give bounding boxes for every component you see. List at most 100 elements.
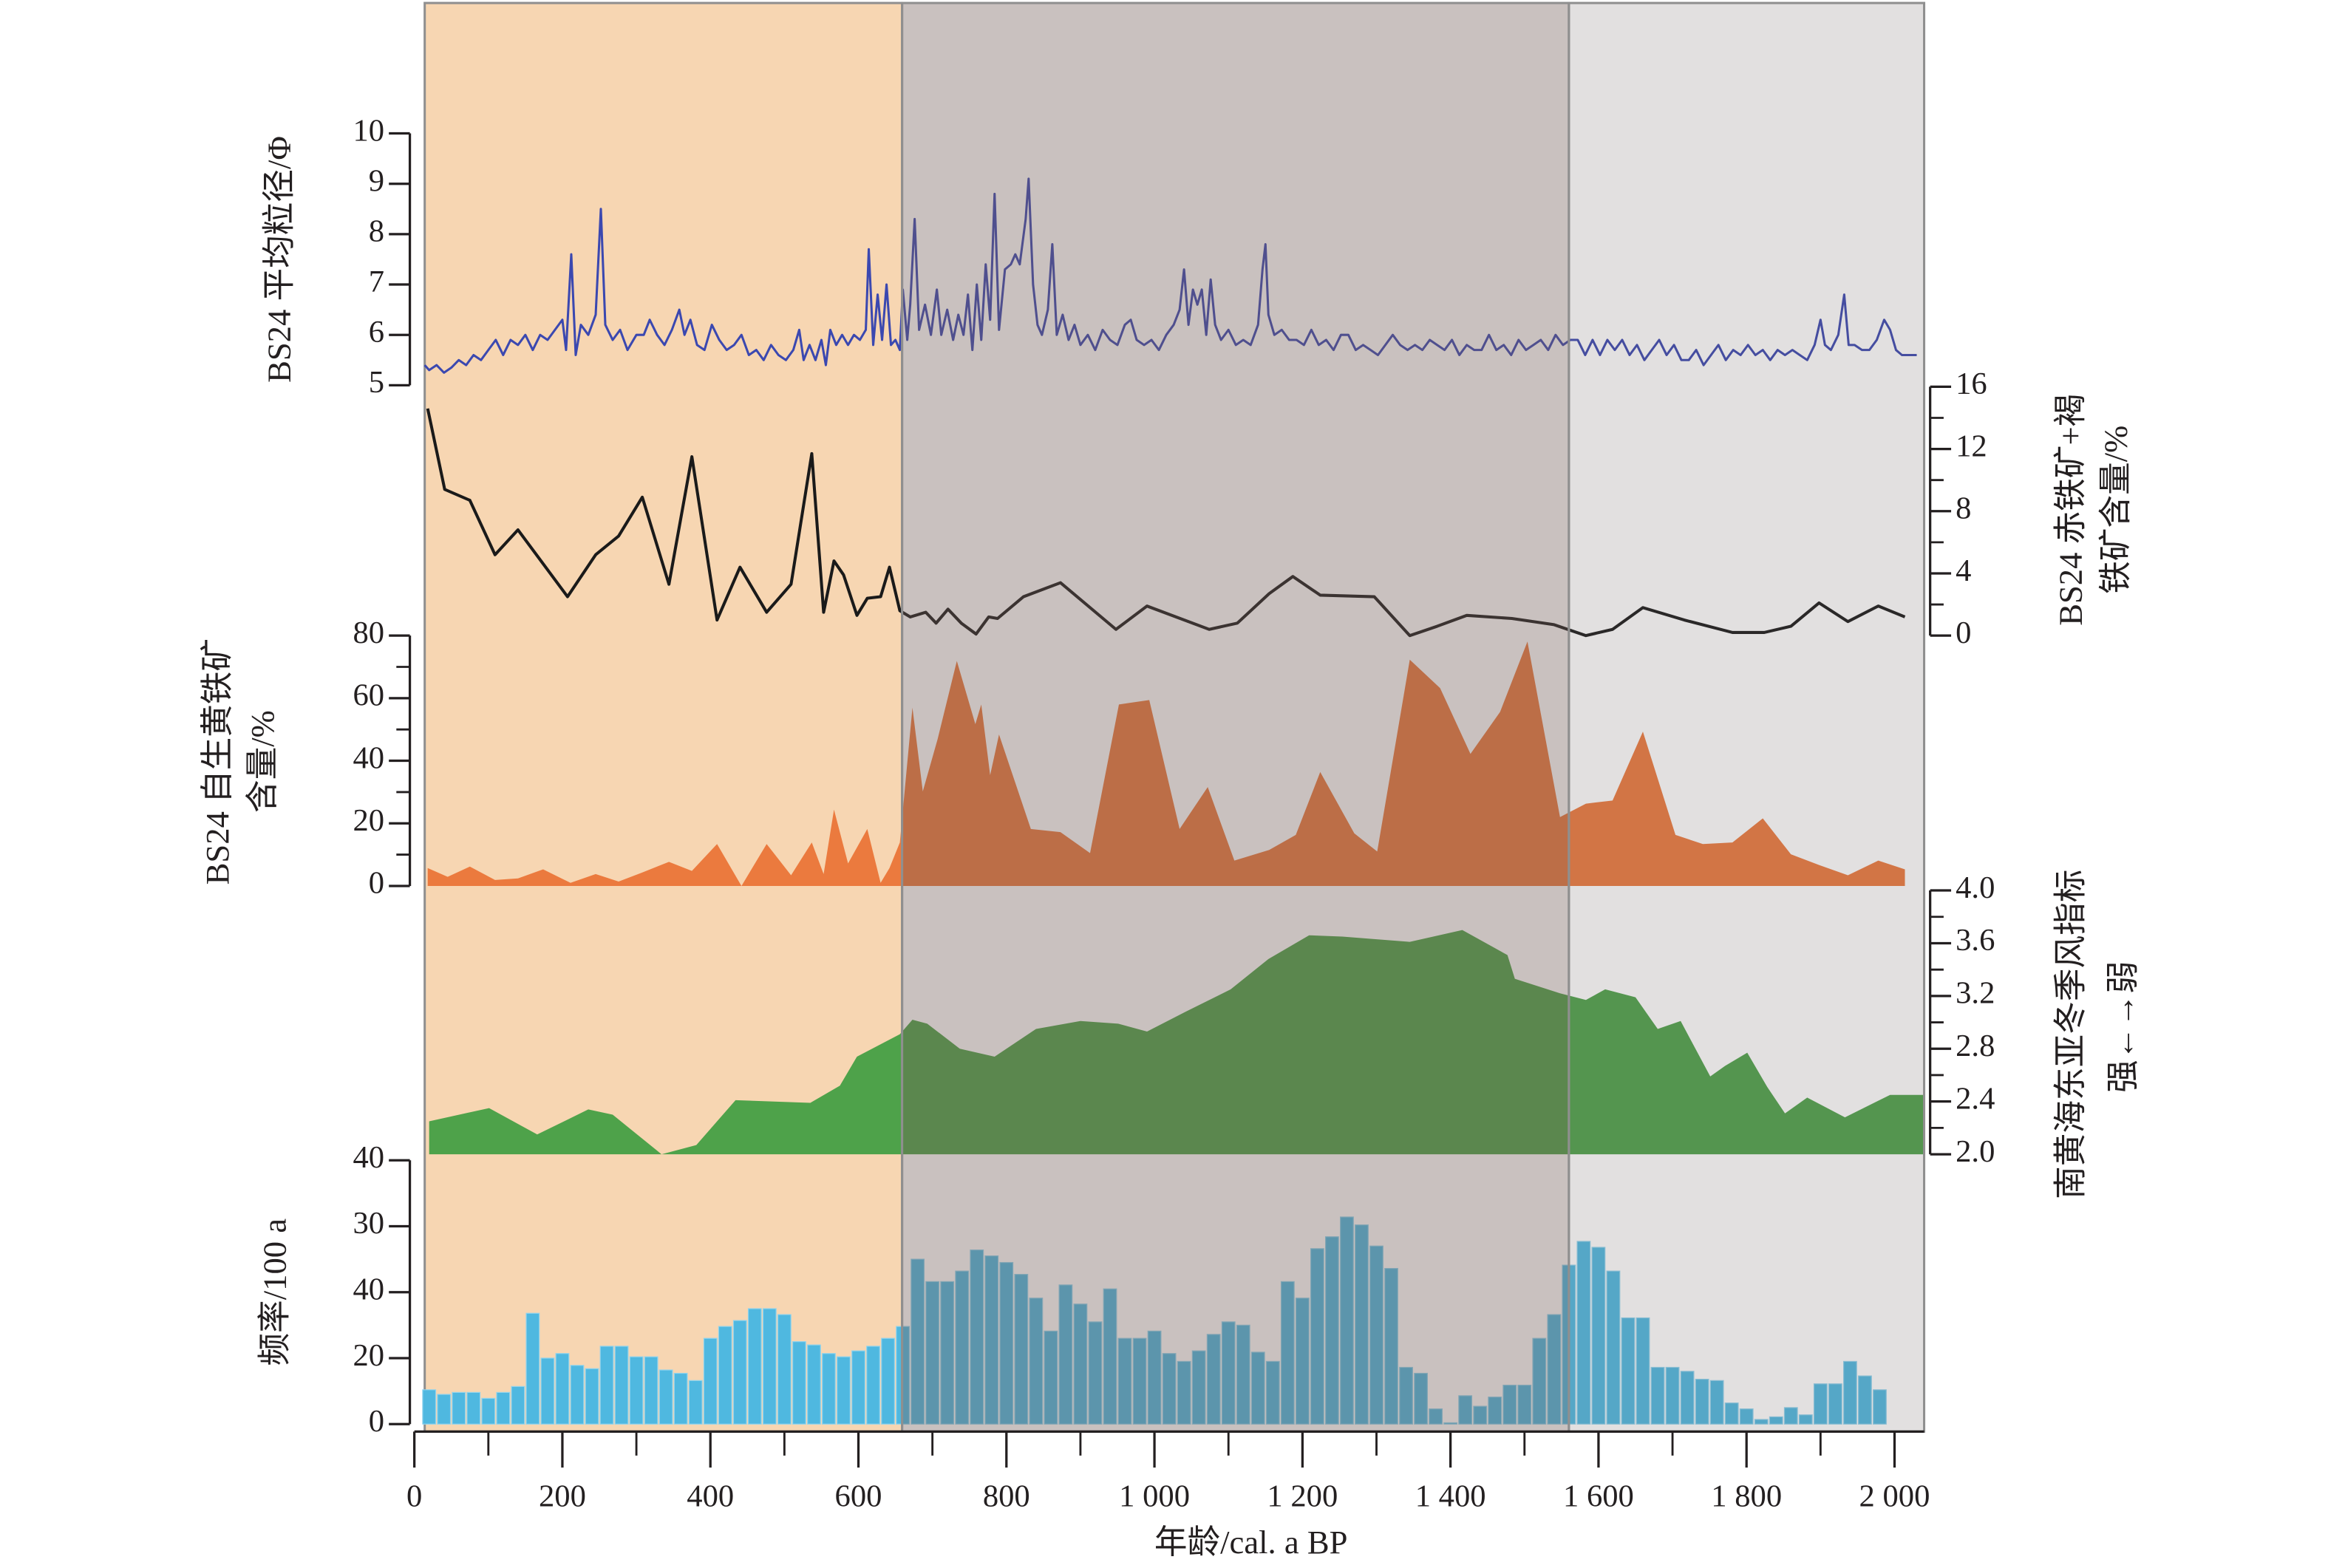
bar — [1443, 1422, 1458, 1425]
bar — [599, 1346, 614, 1425]
bar — [1340, 1216, 1354, 1425]
bar — [466, 1391, 481, 1425]
x-tick-label: 1 200 — [1267, 1479, 1338, 1513]
y-tick-label: 12 — [1956, 429, 1987, 463]
x-axis-label: 年龄/cal. a BP — [1154, 1524, 1348, 1561]
bar — [1517, 1384, 1532, 1425]
bar — [1842, 1360, 1857, 1425]
bar — [511, 1385, 525, 1425]
y-tick-label: 10 — [353, 113, 384, 148]
bar — [1177, 1360, 1191, 1425]
bar — [747, 1308, 762, 1425]
y-axis-label: 铁矿含量/% — [2097, 426, 2134, 594]
bar — [1310, 1248, 1324, 1425]
bar — [762, 1308, 777, 1425]
bar — [1280, 1281, 1295, 1425]
y-tick-label: 6 — [369, 315, 384, 350]
bar — [881, 1337, 895, 1425]
y-tick-label: 3.2 — [1956, 976, 1995, 1011]
bar — [1250, 1351, 1265, 1425]
y-axis-label: 强←→弱 — [2105, 961, 2142, 1093]
bar — [1206, 1334, 1221, 1425]
bar — [1147, 1330, 1162, 1425]
bar — [777, 1314, 792, 1425]
bar — [718, 1326, 732, 1425]
bar — [614, 1346, 629, 1425]
y-tick-label: 8 — [1956, 491, 1971, 526]
bar — [1473, 1405, 1488, 1425]
bar — [1591, 1247, 1606, 1425]
y-axis-label: BS24 平均粒径/Φ — [260, 136, 297, 383]
bar — [1221, 1321, 1236, 1425]
y-tick-label: 4.0 — [1956, 870, 1995, 905]
bar — [940, 1281, 955, 1425]
y-axis-label: 南黄海东亚冬季风指标 — [2052, 870, 2089, 1199]
x-tick-label: 2 000 — [1859, 1479, 1930, 1513]
y-tick-label: 7 — [369, 265, 384, 299]
bar — [1295, 1298, 1310, 1425]
y-axis-label: 含量/% — [244, 710, 281, 813]
y-tick-label: 40 — [353, 740, 384, 775]
period-zone — [1568, 1, 1926, 1433]
bar — [688, 1380, 703, 1425]
period-zone — [423, 1, 904, 1433]
x-tick-label: 800 — [983, 1479, 1030, 1513]
bar — [1399, 1366, 1413, 1425]
bar — [1265, 1360, 1280, 1425]
y-tick-label: 3.6 — [1956, 923, 1995, 958]
bar — [1414, 1372, 1428, 1425]
bar — [1355, 1224, 1369, 1425]
bar — [1739, 1408, 1754, 1425]
bar — [703, 1337, 718, 1425]
y-tick-label: 40 — [353, 1272, 384, 1307]
bar — [585, 1368, 599, 1425]
y-tick-label: 60 — [353, 678, 384, 713]
y-tick-label: 80 — [353, 616, 384, 650]
bar — [1488, 1397, 1502, 1425]
bar — [481, 1397, 496, 1425]
data-area — [427, 641, 1905, 886]
bar — [984, 1255, 999, 1425]
y-axis-label: 频率/100 a — [256, 1218, 293, 1366]
bar — [807, 1344, 821, 1425]
data-line — [426, 408, 1906, 638]
bar — [911, 1258, 925, 1425]
y-tick-label: 0 — [1956, 616, 1971, 650]
bar — [1191, 1350, 1206, 1425]
bar — [1783, 1407, 1798, 1425]
bar — [999, 1261, 1014, 1425]
bar — [1813, 1383, 1828, 1425]
bar — [555, 1353, 570, 1425]
bar — [570, 1365, 585, 1425]
y-tick-label: 2.0 — [1956, 1134, 1995, 1169]
bar — [970, 1249, 984, 1425]
data-area — [429, 930, 1924, 1155]
bar — [1724, 1402, 1739, 1425]
bar — [1858, 1375, 1872, 1425]
bar — [1532, 1337, 1547, 1425]
x-tick-label: 400 — [687, 1479, 734, 1513]
y-tick-label: 0 — [369, 866, 384, 901]
bar — [1325, 1236, 1339, 1425]
bar — [1058, 1284, 1073, 1425]
bar — [525, 1312, 540, 1425]
y-tick-label: 9 — [369, 163, 384, 198]
bar — [629, 1356, 644, 1425]
y-tick-label: 4 — [1956, 553, 1971, 588]
period-zone — [901, 1, 1570, 1433]
y-tick-label: 0 — [369, 1404, 384, 1439]
y-tick-label: 20 — [353, 1338, 384, 1373]
bar — [1088, 1321, 1103, 1425]
bar — [1709, 1380, 1724, 1425]
bar — [1502, 1384, 1517, 1425]
bar — [1769, 1416, 1783, 1425]
bar — [644, 1356, 658, 1425]
bar — [822, 1353, 836, 1425]
x-tick-label: 1 800 — [1711, 1479, 1782, 1513]
bar — [1458, 1395, 1473, 1425]
bar — [851, 1350, 865, 1425]
data-line — [423, 177, 1917, 374]
bar — [866, 1346, 880, 1425]
bar — [925, 1281, 940, 1425]
